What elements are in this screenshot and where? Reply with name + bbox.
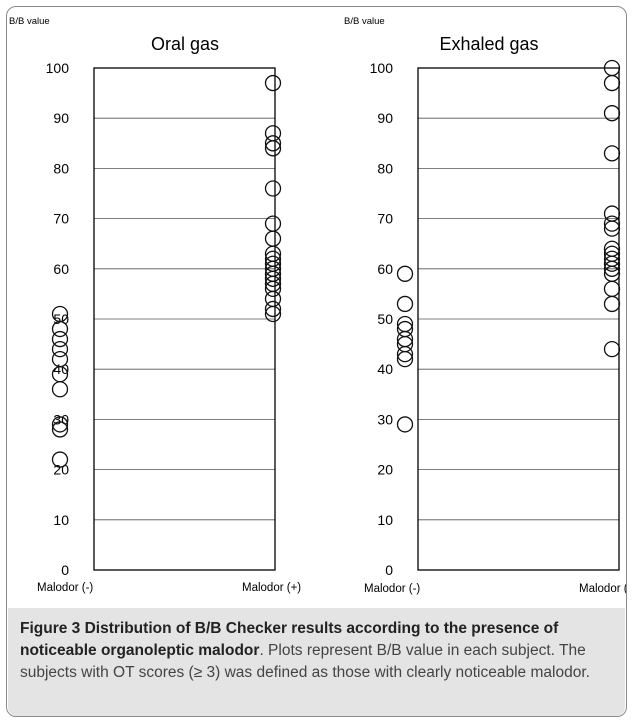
chart-2-data-point	[603, 280, 621, 298]
chart-1-category-label: Malodor (+)	[242, 582, 301, 594]
chart-1-data-point	[51, 451, 69, 468]
chart-1-axes-box	[93, 67, 276, 571]
figure-caption-box: Figure 3 Distribution of B/B Checker res…	[8, 608, 625, 716]
chart-1-data-point	[264, 250, 282, 267]
chart-2-data-point	[603, 295, 621, 313]
chart-2-y-tick-label: 30	[377, 411, 393, 427]
chart-2-data-point	[396, 315, 414, 333]
chart-1-y-tick-label: 60	[53, 261, 69, 277]
chart-2-data-point	[603, 340, 621, 358]
chart-2-data-point	[603, 105, 621, 122]
caption-title: Figure 3 Distribution of B/B Checker res…	[20, 620, 559, 659]
chart-2-title: Exhaled gas	[439, 34, 538, 54]
chart-2-data-point	[603, 74, 621, 92]
chart-1-data-point	[51, 381, 69, 398]
chart-1-category-label: Malodor (-)	[37, 582, 93, 594]
figure-frame: 0 10 20 30 40 50 60 70 80 90 100 B/B value Oral gas M…	[6, 6, 627, 717]
chart-2-data-point	[396, 295, 414, 313]
chart-1-data-point	[264, 180, 282, 197]
chart-1-data-point	[51, 351, 69, 368]
chart-1-data-point	[51, 416, 69, 433]
chart-2-data-point	[603, 250, 621, 267]
chart-1-y-tick-label: 70	[53, 211, 69, 227]
chart-2-data-point	[603, 145, 621, 162]
chart-2-data-point	[603, 59, 621, 77]
chart-2-y-tick-label: 100	[370, 60, 394, 76]
chart-1-data-point	[51, 421, 69, 438]
chart-2-data-point	[603, 240, 621, 257]
chart-2-y-tick-label: 10	[377, 512, 393, 528]
chart-1-title: Oral gas	[151, 34, 219, 54]
chart-1-y-tick-label: 20	[53, 462, 69, 478]
chart-2-y-axis-label: B/B value	[344, 16, 385, 27]
chart-1-data-point	[264, 74, 282, 92]
chart-2-data-point	[603, 215, 621, 232]
chart-1-data-point	[51, 340, 69, 358]
chart-2-data-point	[396, 416, 414, 433]
chart-2-y-tick-label: 80	[377, 160, 393, 176]
chart-2-category-label: Malodor (-)	[364, 583, 420, 595]
chart-2-y-tick-label: 70	[377, 211, 393, 227]
chart-2-y-tick-label: 60	[377, 261, 393, 277]
chart-2-axes-box	[417, 67, 620, 571]
chart-1-y-tick-label: 10	[53, 512, 69, 528]
chart-1-data-point	[51, 305, 69, 323]
chart-2-data-point	[603, 245, 621, 262]
chart-2-category-label: Malodor (+)	[579, 583, 626, 595]
chart-2-y-tick-label: 20	[377, 462, 393, 478]
chart-1-y-axis-label: B/B value	[9, 16, 50, 27]
chart-1-y-tick-label: 80	[53, 160, 69, 176]
chart-1-y-tick-label: 90	[53, 110, 69, 126]
chart-1-data-point	[264, 255, 282, 272]
chart-1-data-point	[264, 135, 282, 152]
chart-2-y-tick-label: 0	[385, 562, 393, 578]
chart-1-data-point	[264, 300, 282, 318]
chart-1-data-point	[51, 330, 69, 348]
chart-1-y-tick-label: 100	[46, 60, 70, 76]
chart-1-data-point	[264, 125, 282, 142]
chart-2-y-tick-label: 40	[377, 361, 393, 377]
chart-2-y-tick-label: 50	[377, 311, 393, 327]
caption-body: . Plots represent B/B value in each subj…	[20, 642, 590, 681]
chart-2-data-point	[396, 265, 414, 282]
chart-2-data-point	[603, 205, 621, 222]
figure-caption: Figure 3 Distribution of B/B Checker res…	[20, 618, 616, 684]
chart-1-data-point	[264, 215, 282, 232]
chart-2-y-tick-label: 90	[377, 110, 393, 126]
chart-2-data-point	[396, 320, 414, 338]
chart-1-data-point	[264, 230, 282, 247]
chart-1-y-tick-label: 0	[61, 562, 69, 578]
